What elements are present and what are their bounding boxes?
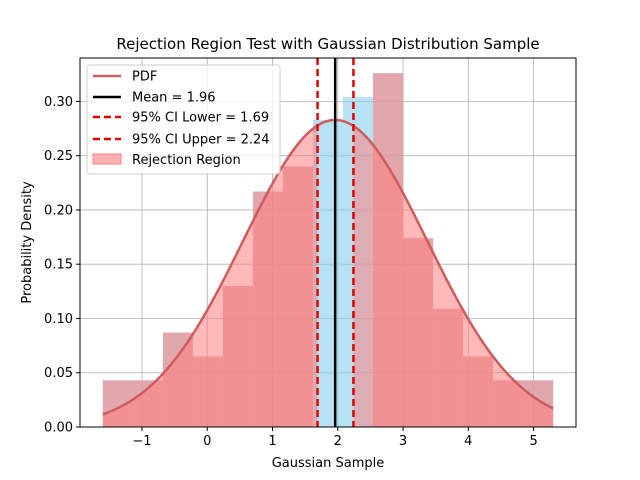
legend-rejection-label: Rejection Region (132, 153, 241, 168)
x-tick-label: 4 (464, 434, 472, 449)
legend-ci-upper-label: 95% CI Upper = 2.24 (132, 133, 270, 148)
y-axis-ticks: 0.00 0.05 0.10 0.15 0.20 0.25 0.30 (44, 95, 80, 436)
y-tick-label: 0.00 (44, 421, 73, 436)
x-axis-ticks: −1 0 1 2 3 4 5 (132, 427, 538, 449)
chart-title: Rejection Region Test with Gaussian Dist… (116, 35, 539, 53)
x-tick-label: 2 (334, 434, 342, 449)
legend-pdf-label: PDF (132, 70, 157, 85)
y-tick-label: 0.20 (44, 203, 73, 218)
rejection-area-right (353, 125, 554, 427)
x-axis-label: Gaussian Sample (272, 456, 385, 471)
legend-rejection-swatch (92, 153, 122, 165)
x-tick-label: 3 (399, 434, 407, 449)
y-tick-label: 0.30 (44, 95, 73, 110)
y-tick-label: 0.10 (44, 312, 73, 327)
x-tick-label: 5 (529, 434, 537, 449)
pdf-curve (102, 118, 554, 416)
x-tick-label: 0 (203, 434, 211, 449)
legend-box (86, 64, 281, 175)
legend: PDF Mean = 1.96 95% CI Lower = 1.69 95% … (86, 64, 281, 175)
reference-lines (316, 58, 355, 427)
y-axis-label: Probability Density (20, 181, 35, 304)
y-tick-label: 0.25 (44, 149, 73, 164)
y-tick-label: 0.15 (44, 258, 73, 273)
plot-frame (79, 57, 577, 428)
x-tick-label: −1 (132, 434, 151, 449)
legend-mean-label: Mean = 1.96 (132, 91, 216, 106)
pdf-line (102, 118, 554, 416)
y-tick-label: 0.05 (44, 366, 73, 381)
x-tick-label: 1 (268, 434, 276, 449)
legend-ci-lower-label: 95% CI Lower = 1.69 (132, 111, 269, 126)
